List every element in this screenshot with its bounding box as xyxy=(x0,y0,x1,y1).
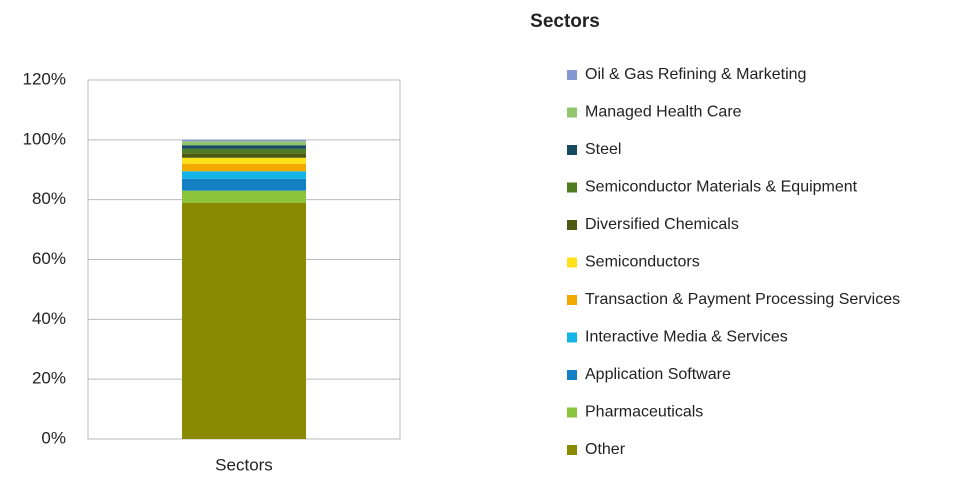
legend-swatch xyxy=(567,70,577,80)
x-tick-label: Sectors xyxy=(215,455,273,474)
bar-segment xyxy=(182,145,306,149)
bar-segment xyxy=(182,157,306,164)
legend-swatch xyxy=(567,332,577,343)
legend-swatch xyxy=(567,145,577,155)
bar-segment xyxy=(182,163,306,172)
legend-swatch xyxy=(567,407,577,418)
legend-swatch xyxy=(567,370,577,380)
legend-label: Application Software xyxy=(585,366,731,383)
bar-segment xyxy=(182,202,306,439)
bar-segment xyxy=(182,178,306,191)
legend-swatch xyxy=(567,257,577,268)
y-tick-label: 40% xyxy=(32,309,66,328)
legend-swatch xyxy=(567,220,577,230)
legend-label: Managed Health Care xyxy=(585,104,742,121)
bar-segment xyxy=(182,153,306,158)
legend-swatch xyxy=(567,445,577,455)
legend-label: Semiconductor Materials & Equipment xyxy=(585,179,858,196)
y-tick-label: 20% xyxy=(32,369,66,388)
y-tick-label: 100% xyxy=(23,129,66,148)
y-tick-label: 0% xyxy=(41,428,66,447)
legend-label: Pharmaceuticals xyxy=(585,404,703,421)
legend-swatch xyxy=(567,295,577,305)
chart-title: Sectors xyxy=(530,11,600,32)
y-tick-label: 80% xyxy=(32,189,66,208)
legend-swatch xyxy=(567,182,577,193)
legend-label: Steel xyxy=(585,141,621,158)
y-tick-label: 60% xyxy=(32,249,66,268)
y-tick-label: 120% xyxy=(23,69,66,88)
legend-label: Transaction & Payment Processing Service… xyxy=(585,291,900,308)
legend-label: Semiconductors xyxy=(585,254,700,271)
bar-segment xyxy=(182,148,306,154)
bar-segment xyxy=(182,171,306,179)
legend-label: Other xyxy=(585,441,626,458)
bar-segment xyxy=(182,139,306,142)
legend-label: Diversified Chemicals xyxy=(585,216,739,233)
legend-label: Oil & Gas Refining & Marketing xyxy=(585,66,806,83)
legend-label: Interactive Media & Services xyxy=(585,329,788,346)
bar-segment xyxy=(182,141,306,146)
legend-swatch xyxy=(567,107,577,118)
bar-segment xyxy=(182,190,306,203)
